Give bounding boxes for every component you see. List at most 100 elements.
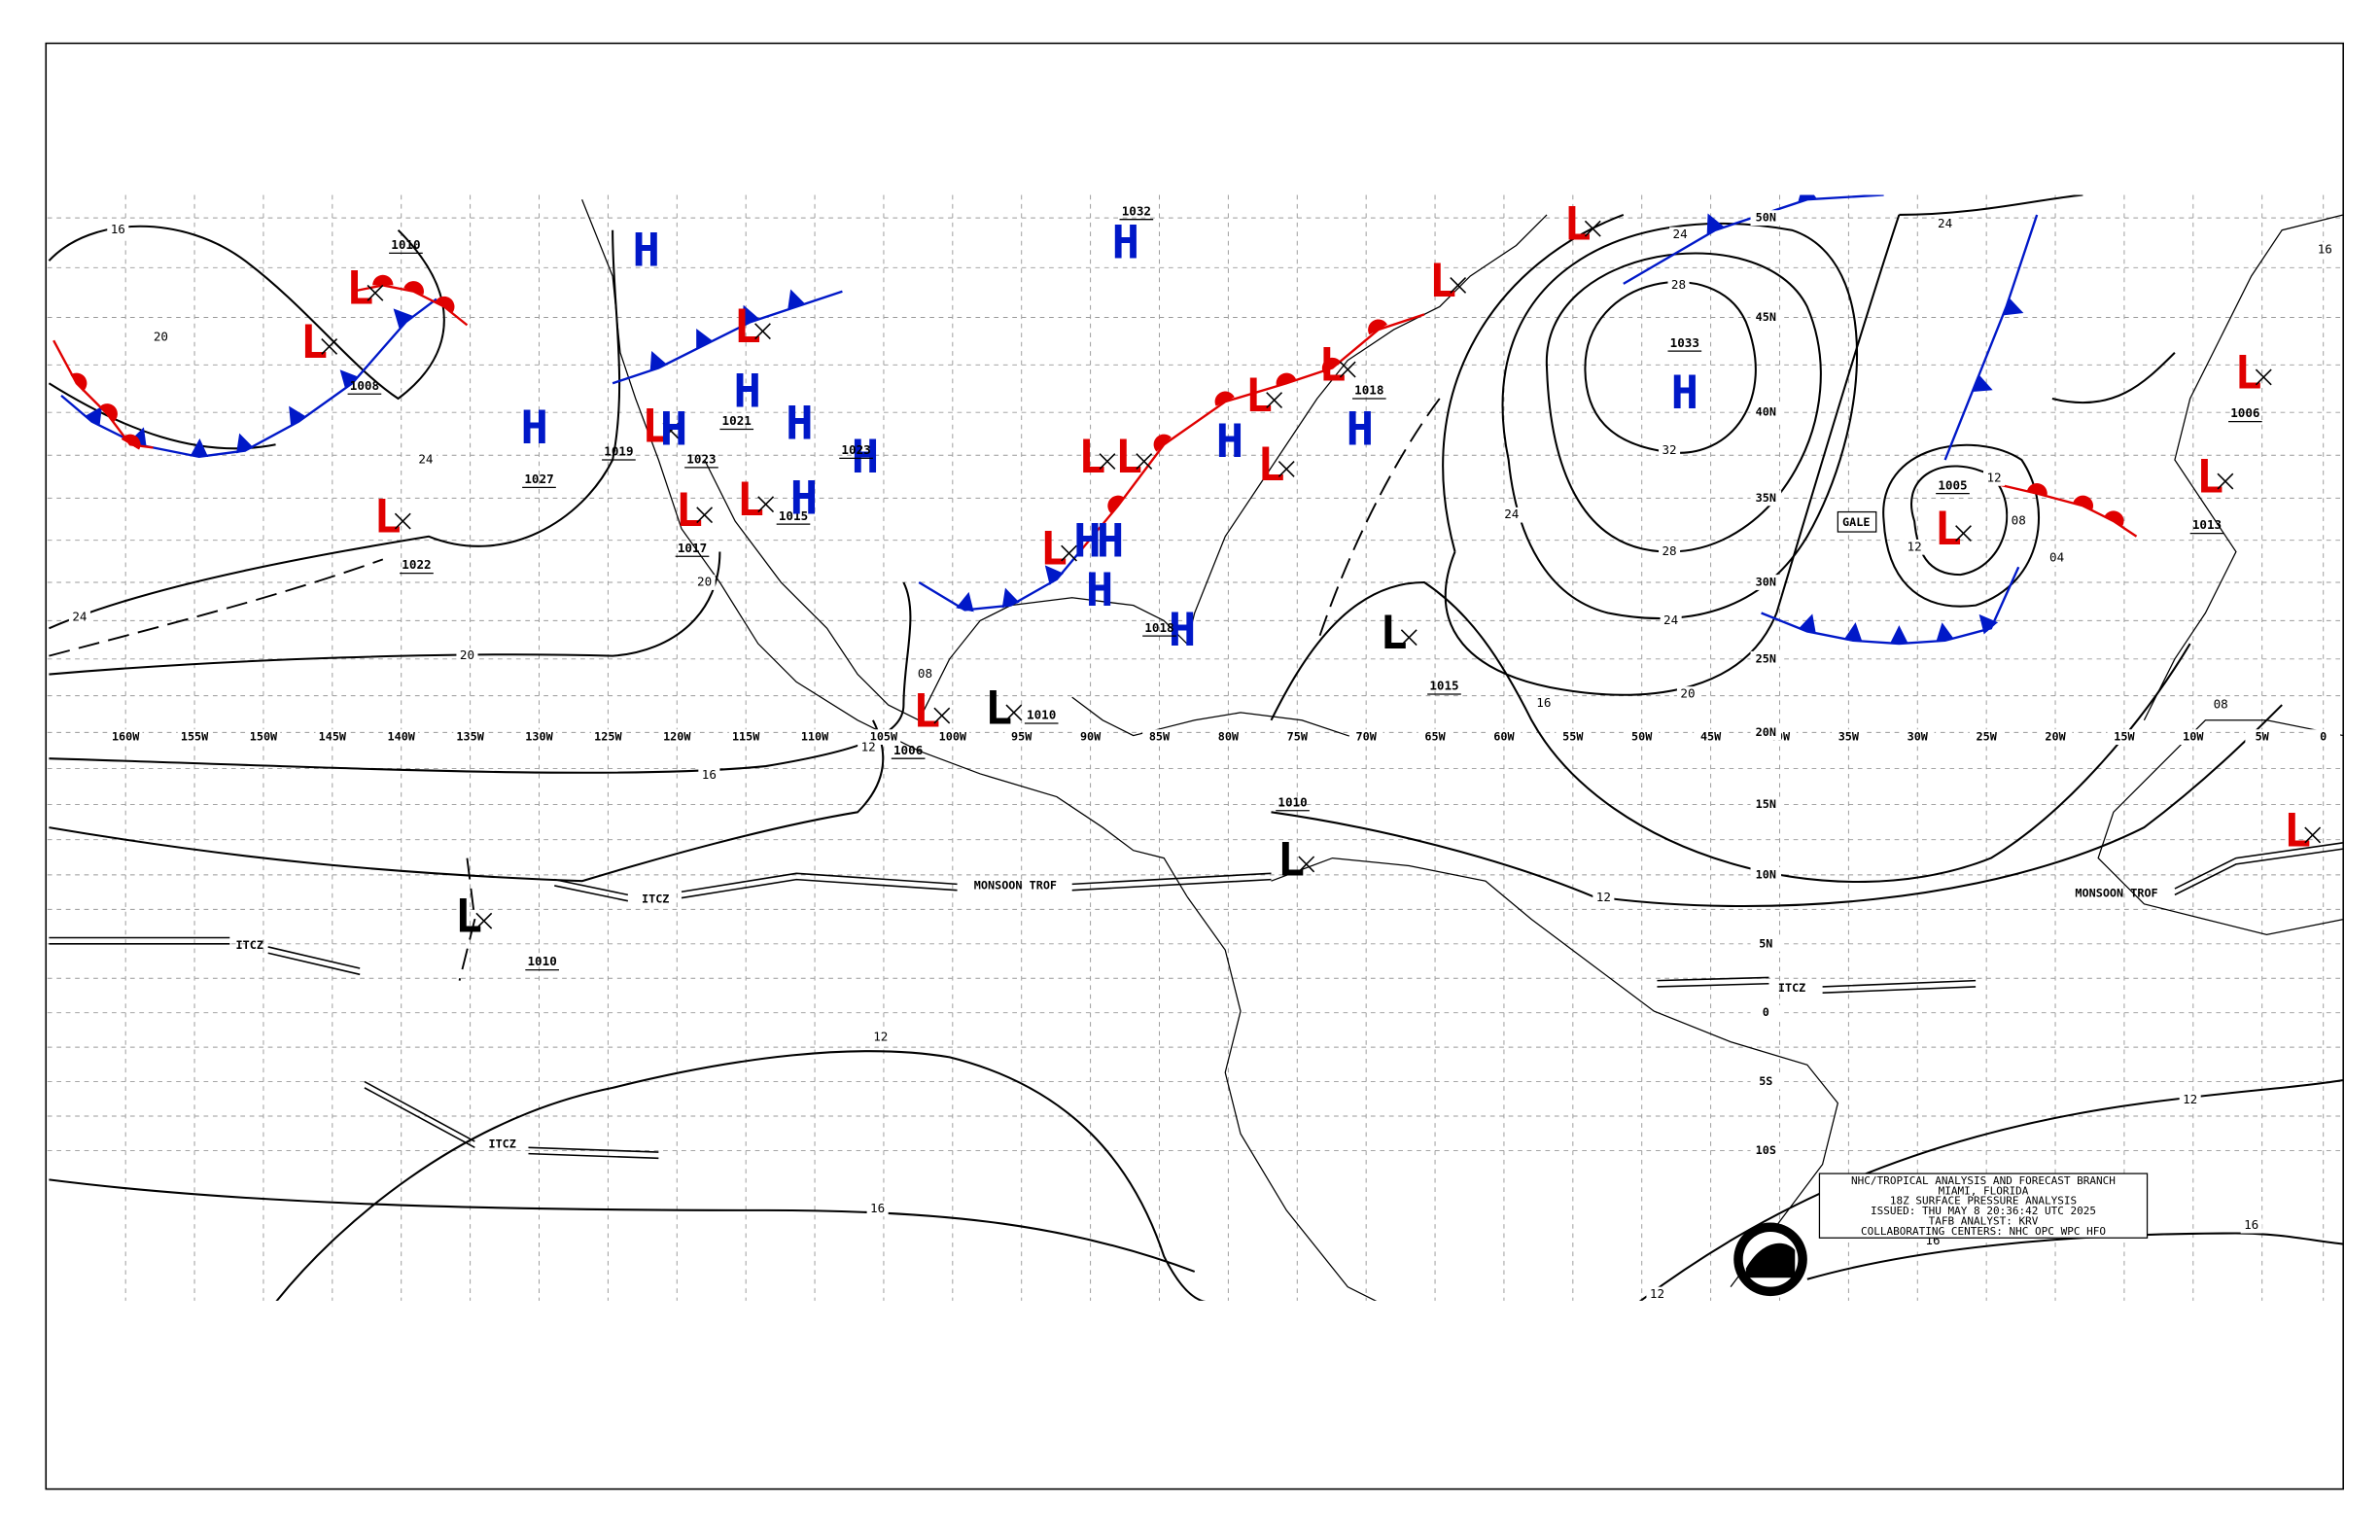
trough [49,398,1441,981]
isobar-label: 12 [1596,890,1611,904]
lon-label-bg [177,729,212,746]
warm-front [352,274,469,327]
isobar [1584,280,1757,454]
isobar-label: 20 [154,329,168,343]
pressure-center: H [1671,367,1698,420]
pressure-center: L [373,490,401,543]
lon-label-bg [1487,729,1522,746]
isobar-label: 12 [1986,470,2001,484]
feature-label: ITCZ [642,892,669,906]
lon-label: 65W [1424,730,1446,744]
lat-label: 10N [1756,867,1776,881]
lat-label-bg [1750,490,1782,507]
outer-frame [45,42,2344,1490]
isobar-label-bg [1669,227,1692,243]
lon-label-bg [935,729,970,746]
isobar [1271,704,2283,908]
lon-label: 155W [181,730,209,744]
lon-label: 120W [663,730,691,744]
gale-box [1837,510,1877,533]
pressure-center: L [1278,833,1305,887]
info-text: NHC/TROPICAL ANALYSIS AND FORECAST BRANC… [1851,1174,2116,1238]
pressure-center: L [1935,503,1962,556]
lat-label-bg [1750,724,1782,741]
lon-label: 70W [1356,730,1378,744]
feature-label: ITCZ [236,938,263,952]
isobar [49,1178,1196,1273]
pressure-value: 1006 [2230,405,2259,420]
isobar-label-bg [1660,612,1682,629]
lon-label: 80W [1218,730,1240,744]
isobar-label-bg [1646,1286,1668,1303]
isobar-label-bg [1659,442,1681,459]
pressure-value: 1018 [1354,383,1383,398]
lon-label-bg [1348,729,1383,746]
lon-label: 45W [1700,730,1722,744]
pressure-value: 1023 [841,442,870,457]
pressure-center: L [1318,338,1346,392]
pressure-value: 1010 [1278,794,1307,809]
lon-label-bg [2038,729,2073,746]
lon-label-bg [797,729,832,746]
pressure-center: H [1097,515,1124,569]
isobar-label-bg [2210,697,2232,713]
isobar-label-bg [693,575,716,590]
pressure-value: 1023 [686,452,716,467]
isobar-label-bg [1592,890,1615,906]
lon-label-bg [1832,729,1866,746]
isobar [1638,1078,2344,1301]
coastline [1186,895,1378,1301]
lat-label-bg [1750,404,1782,421]
center-x [1400,629,1418,647]
lon-label-bg [2306,729,2341,746]
warm-front [52,339,154,450]
cold-front [1623,194,1884,285]
grid [47,194,2344,1301]
isobar-label-bg [1904,539,1926,555]
coastline [704,459,920,721]
cold-front [60,298,438,459]
feature-label: MONSOON TROF [974,878,1057,892]
isobar-label-bg [2179,1092,2201,1108]
pressure-center: L [300,316,328,369]
pressure-value: 1033 [1670,335,1699,350]
lat-label-bg [1750,650,1782,667]
lon-label: 0 [2320,730,2327,744]
pressure-value: 1027 [524,472,553,486]
lon-label: 100W [939,730,967,744]
isobar [48,229,621,630]
lon-label-bg [1418,729,1452,746]
isobar-label-bg [1659,543,1681,560]
isobar-label-bg [2314,242,2336,259]
pressure-center: L [985,682,1012,735]
center-x [475,912,493,929]
pressure-center: L [2196,450,2223,504]
isobar-label: 16 [702,767,717,782]
isobar [1442,213,1901,696]
info-box [1818,1172,2149,1239]
lon-label-bg [108,729,143,746]
lon-label: 75W [1287,730,1309,744]
pressure-center: H [1169,604,1196,657]
isobar-label: 24 [1504,507,1519,521]
cold-front [918,550,1081,612]
lon-label-bg [2245,729,2280,746]
lat-label-bg [1750,796,1782,813]
isobar-label-bg [107,222,129,238]
lon-label-bg [1625,729,1660,746]
lat-label: 35N [1756,491,1776,505]
isobar-label: 12 [2183,1092,2197,1106]
lat-label-bg [1750,935,1782,952]
pressure-value: 1013 [2192,517,2222,532]
lat-label: 40N [1756,405,1776,419]
lon-label: 145W [319,730,347,744]
coastline [1071,696,1379,745]
isobar-label: 20 [1680,686,1695,701]
isobar-label-bg [1667,277,1690,294]
pressure-center: H [1086,564,1113,617]
isobar-label: 24 [1673,227,1688,241]
center-x [1266,392,1283,409]
isobar [1910,465,2009,577]
pressure-center: H [786,397,813,450]
isobar-label: 20 [460,648,474,662]
